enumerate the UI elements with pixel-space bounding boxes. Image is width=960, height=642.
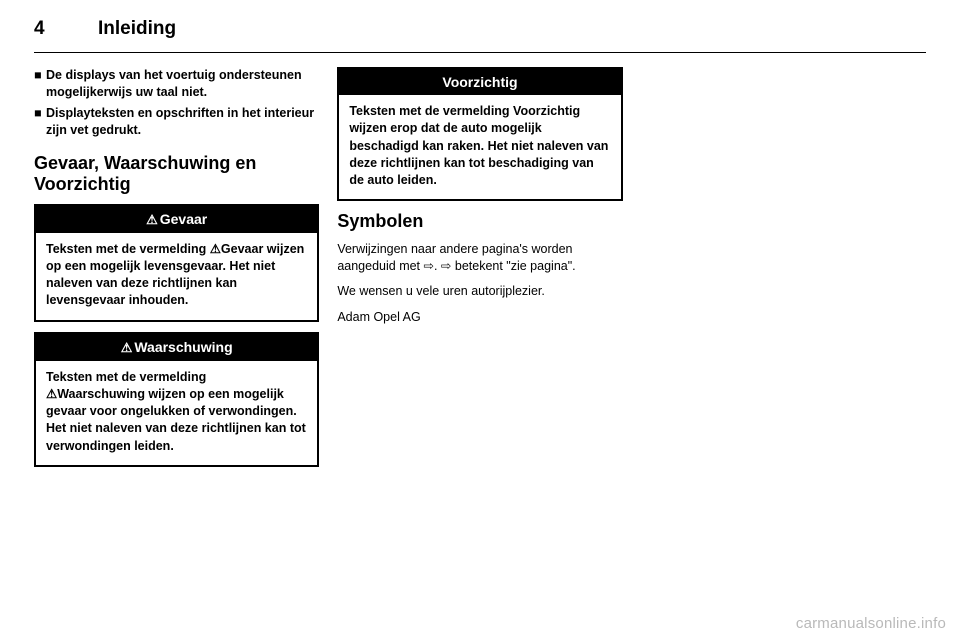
callout-title: ⚠Gevaar	[36, 206, 317, 233]
callout-title: ⚠Waarschuwing	[36, 334, 317, 361]
bullet-icon: ■	[34, 67, 46, 101]
callout-title-text: Voorzichtig	[442, 74, 517, 90]
callout-body: Teksten met de vermelding ⚠Gevaar wijzen…	[36, 233, 317, 320]
header-divider	[34, 52, 926, 53]
list-item: ■ Displayteksten en opschriften in het i…	[34, 105, 319, 139]
column-3	[641, 67, 926, 477]
callout-title: Voorzichtig	[339, 69, 620, 95]
page-header: 4 Inleiding	[34, 18, 926, 40]
watermark: carmanualsonline.info	[796, 615, 946, 632]
manual-page: 4 Inleiding ■ De displays van het voertu…	[0, 0, 960, 642]
callout-body: Teksten met de vermelding Voorzichtig wi…	[339, 95, 620, 199]
intro-bullet-list: ■ De displays van het voertuig ondersteu…	[34, 67, 319, 139]
warning-icon: ⚠	[121, 340, 133, 355]
warning-icon: ⚠	[146, 212, 158, 227]
column-2: Voorzichtig Teksten met de vermelding Vo…	[337, 67, 622, 477]
bullet-text: De displays van het voertuig ondersteune…	[46, 67, 319, 101]
bullet-text: Displayteksten en opschriften in het int…	[46, 105, 319, 139]
callout-voorzichtig: Voorzichtig Teksten met de vermelding Vo…	[337, 67, 622, 201]
paragraph: Verwijzingen naar andere pagina's worden…	[337, 241, 622, 276]
list-item: ■ De displays van het voertuig ondersteu…	[34, 67, 319, 101]
callout-title-text: Gevaar	[160, 211, 207, 227]
subsection-heading: Gevaar, Waarschuwing en Voorzichtig	[34, 153, 319, 196]
callout-body: Teksten met de vermelding ⚠Waarschuwing …	[36, 361, 317, 465]
callout-title-text: Waarschuwing	[134, 339, 232, 355]
subsection-heading: Symbolen	[337, 211, 622, 233]
paragraph: We wensen u vele uren autorijplezier.	[337, 283, 622, 300]
bullet-icon: ■	[34, 105, 46, 139]
section-title: Inleiding	[98, 18, 176, 40]
column-1: ■ De displays van het voertuig ondersteu…	[34, 67, 319, 477]
signoff: Adam Opel AG	[337, 309, 622, 326]
page-number: 4	[34, 18, 98, 40]
content-columns: ■ De displays van het voertuig ondersteu…	[34, 67, 926, 477]
callout-gevaar: ⚠Gevaar Teksten met de vermelding ⚠Gevaa…	[34, 204, 319, 322]
callout-waarschuwing: ⚠Waarschuwing Teksten met de vermelding …	[34, 332, 319, 467]
